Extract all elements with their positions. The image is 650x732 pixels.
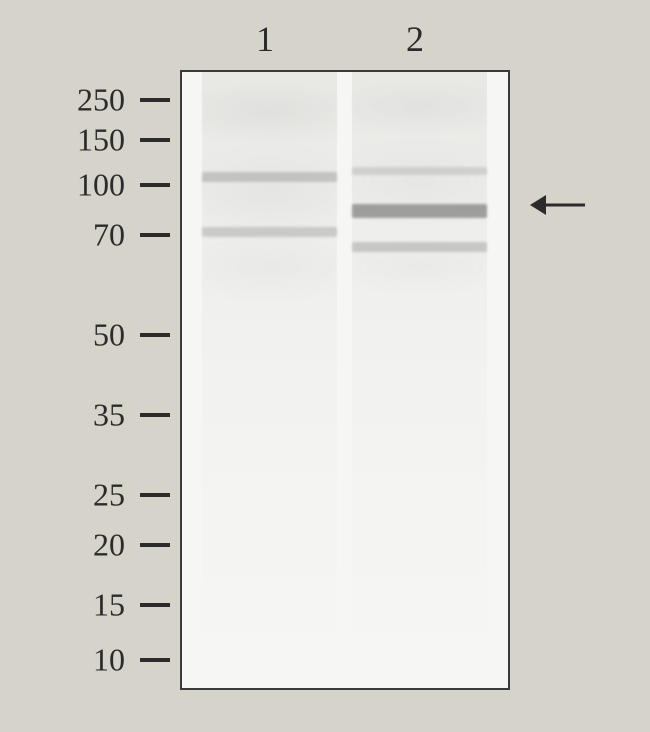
lane-1-band-1	[202, 227, 337, 237]
lane-2	[352, 72, 487, 688]
lane-label-1: 1	[256, 18, 274, 60]
figure-canvas: 1 2 250150 100 70 50 35 25 20 15 10	[0, 0, 650, 732]
mw-tick-250	[140, 98, 170, 102]
mw-tick-15	[140, 603, 170, 607]
mw-label-100: 100	[77, 167, 125, 204]
mw-label-10: 10	[93, 642, 125, 679]
mw-tick-100	[140, 183, 170, 187]
mw-label-15: 15	[93, 587, 125, 624]
mw-tick-25	[140, 493, 170, 497]
mw-label-25: 25	[93, 477, 125, 514]
lane-2-band-0	[352, 204, 487, 218]
arrow-shaft	[540, 204, 585, 207]
mw-label-150: 150	[77, 122, 125, 159]
lane-2-band-2	[352, 167, 487, 175]
lane-2-band-1	[352, 242, 487, 252]
mw-label-250: 250	[77, 82, 125, 119]
mw-tick-50	[140, 333, 170, 337]
mw-label-50: 50	[93, 317, 125, 354]
mw-tick-70	[140, 233, 170, 237]
lane-1-band-0	[202, 172, 337, 182]
mw-tick-20	[140, 543, 170, 547]
lane-label-2: 2	[406, 18, 424, 60]
mw-tick-10	[140, 658, 170, 662]
mw-tick-150	[140, 138, 170, 142]
lane-1	[202, 72, 337, 688]
mw-tick-35	[140, 413, 170, 417]
blot-membrane	[180, 70, 510, 690]
mw-label-35: 35	[93, 397, 125, 434]
lane-2-smear-1	[352, 127, 487, 237]
mw-label-20: 20	[93, 527, 125, 564]
target-band-arrow-icon	[530, 195, 585, 215]
mw-label-70: 70	[93, 217, 125, 254]
